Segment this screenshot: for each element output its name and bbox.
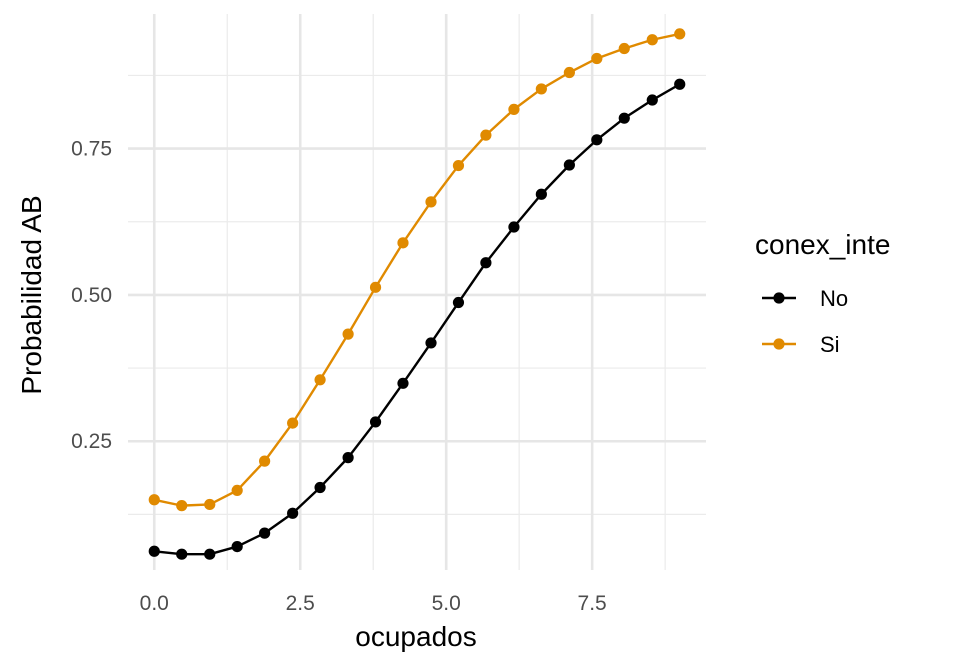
- series-points: [148, 28, 686, 560]
- data-point-Si: [176, 500, 188, 512]
- data-point-Si: [480, 129, 492, 141]
- data-point-Si: [231, 484, 243, 497]
- x-tick-label: 0.0: [140, 592, 169, 615]
- data-point-Si: [314, 374, 326, 386]
- data-point-No: [342, 452, 354, 464]
- data-point-No: [563, 159, 575, 171]
- data-point-Si: [148, 494, 160, 506]
- x-axis-tick-labels: 0.0 2.5 5.0 7.5: [140, 592, 607, 615]
- data-point-Si: [452, 159, 465, 172]
- data-point-Si: [425, 196, 437, 208]
- legend-key-point: [773, 338, 785, 350]
- minor-gridlines: [128, 14, 706, 570]
- series-line-No: [154, 83, 681, 556]
- major-gridlines: [128, 14, 706, 570]
- data-point-Si: [563, 66, 575, 79]
- y-tick-label: 0.75: [71, 138, 112, 161]
- legend-title: conex_inte: [755, 229, 890, 260]
- data-point-Si: [287, 417, 299, 429]
- y-tick-label: 0.50: [71, 284, 112, 307]
- data-point-No: [204, 548, 216, 560]
- legend-items: No Si: [762, 286, 848, 357]
- data-point-No: [480, 257, 492, 269]
- data-point-Si: [204, 498, 216, 511]
- legend-item-No: No: [762, 286, 848, 311]
- data-point-No: [397, 377, 409, 389]
- y-tick-label: 0.25: [71, 430, 112, 453]
- data-point-No: [674, 78, 686, 90]
- y-axis-title: Probabilidad AB: [16, 195, 47, 394]
- x-axis-title: ocupados: [355, 621, 476, 652]
- legend-label: No: [820, 286, 848, 311]
- series-line-Si: [154, 32, 680, 507]
- data-point-Si: [397, 237, 409, 249]
- data-point-Si: [508, 103, 520, 115]
- legend-key-point: [773, 292, 785, 304]
- data-point-Si: [369, 281, 382, 293]
- data-point-No: [425, 337, 437, 349]
- data-point-No: [369, 416, 382, 428]
- data-point-No: [287, 507, 299, 519]
- data-point-Si: [618, 42, 630, 55]
- data-point-Si: [259, 455, 271, 467]
- data-point-No: [508, 221, 520, 233]
- x-tick-label: 7.5: [578, 592, 607, 615]
- data-point-No: [535, 188, 547, 200]
- data-point-No: [591, 134, 603, 146]
- data-point-Si: [342, 328, 354, 340]
- data-point-No: [452, 296, 465, 309]
- data-point-Si: [591, 52, 603, 65]
- data-point-No: [646, 94, 658, 106]
- data-point-Si: [535, 83, 547, 95]
- data-point-No: [618, 112, 630, 124]
- legend-item-Si: Si: [762, 332, 840, 357]
- data-point-No: [148, 545, 160, 557]
- legend: conex_inte No Si: [755, 229, 890, 357]
- data-point-No: [231, 540, 243, 553]
- legend-label: Si: [820, 332, 840, 357]
- x-tick-label: 2.5: [286, 592, 315, 615]
- data-point-Si: [646, 34, 658, 46]
- data-point-No: [259, 527, 271, 539]
- y-axis-tick-labels: 0.25 0.50 0.75: [71, 138, 112, 454]
- data-point-Si: [674, 28, 686, 40]
- x-tick-label: 5.0: [432, 592, 461, 615]
- data-point-No: [176, 548, 188, 560]
- data-point-No: [314, 481, 326, 494]
